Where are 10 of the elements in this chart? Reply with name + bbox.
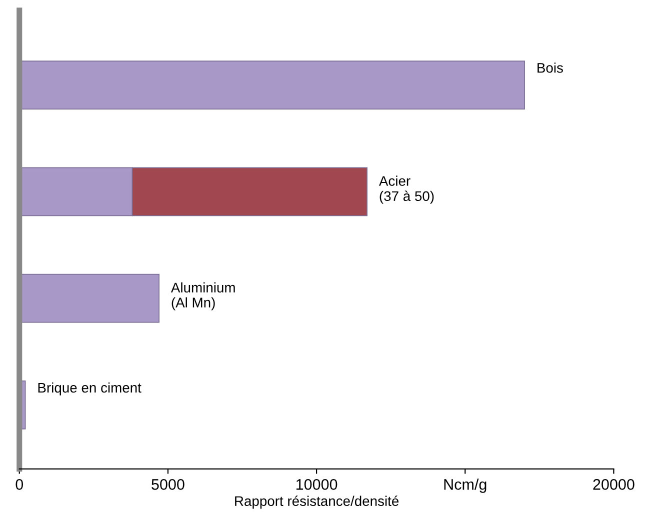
y-tick-label: Bois	[538, 62, 563, 73]
y-tick-label: Acier (37 à 50)	[378, 176, 434, 204]
x-tick-label: Ncm/g	[444, 478, 486, 493]
x-tick-label: 5000	[152, 479, 184, 490]
x-axis-title: Rapport résistance/densité	[235, 496, 399, 509]
x-tick-label: 10000	[296, 479, 338, 490]
x-tick-label: 20000	[593, 479, 634, 490]
x-tick-label: 0	[16, 479, 24, 490]
y-tick-label: Brique en ciment	[38, 382, 142, 396]
y-tick-label: Aluminium (Al Mn)	[170, 282, 235, 310]
